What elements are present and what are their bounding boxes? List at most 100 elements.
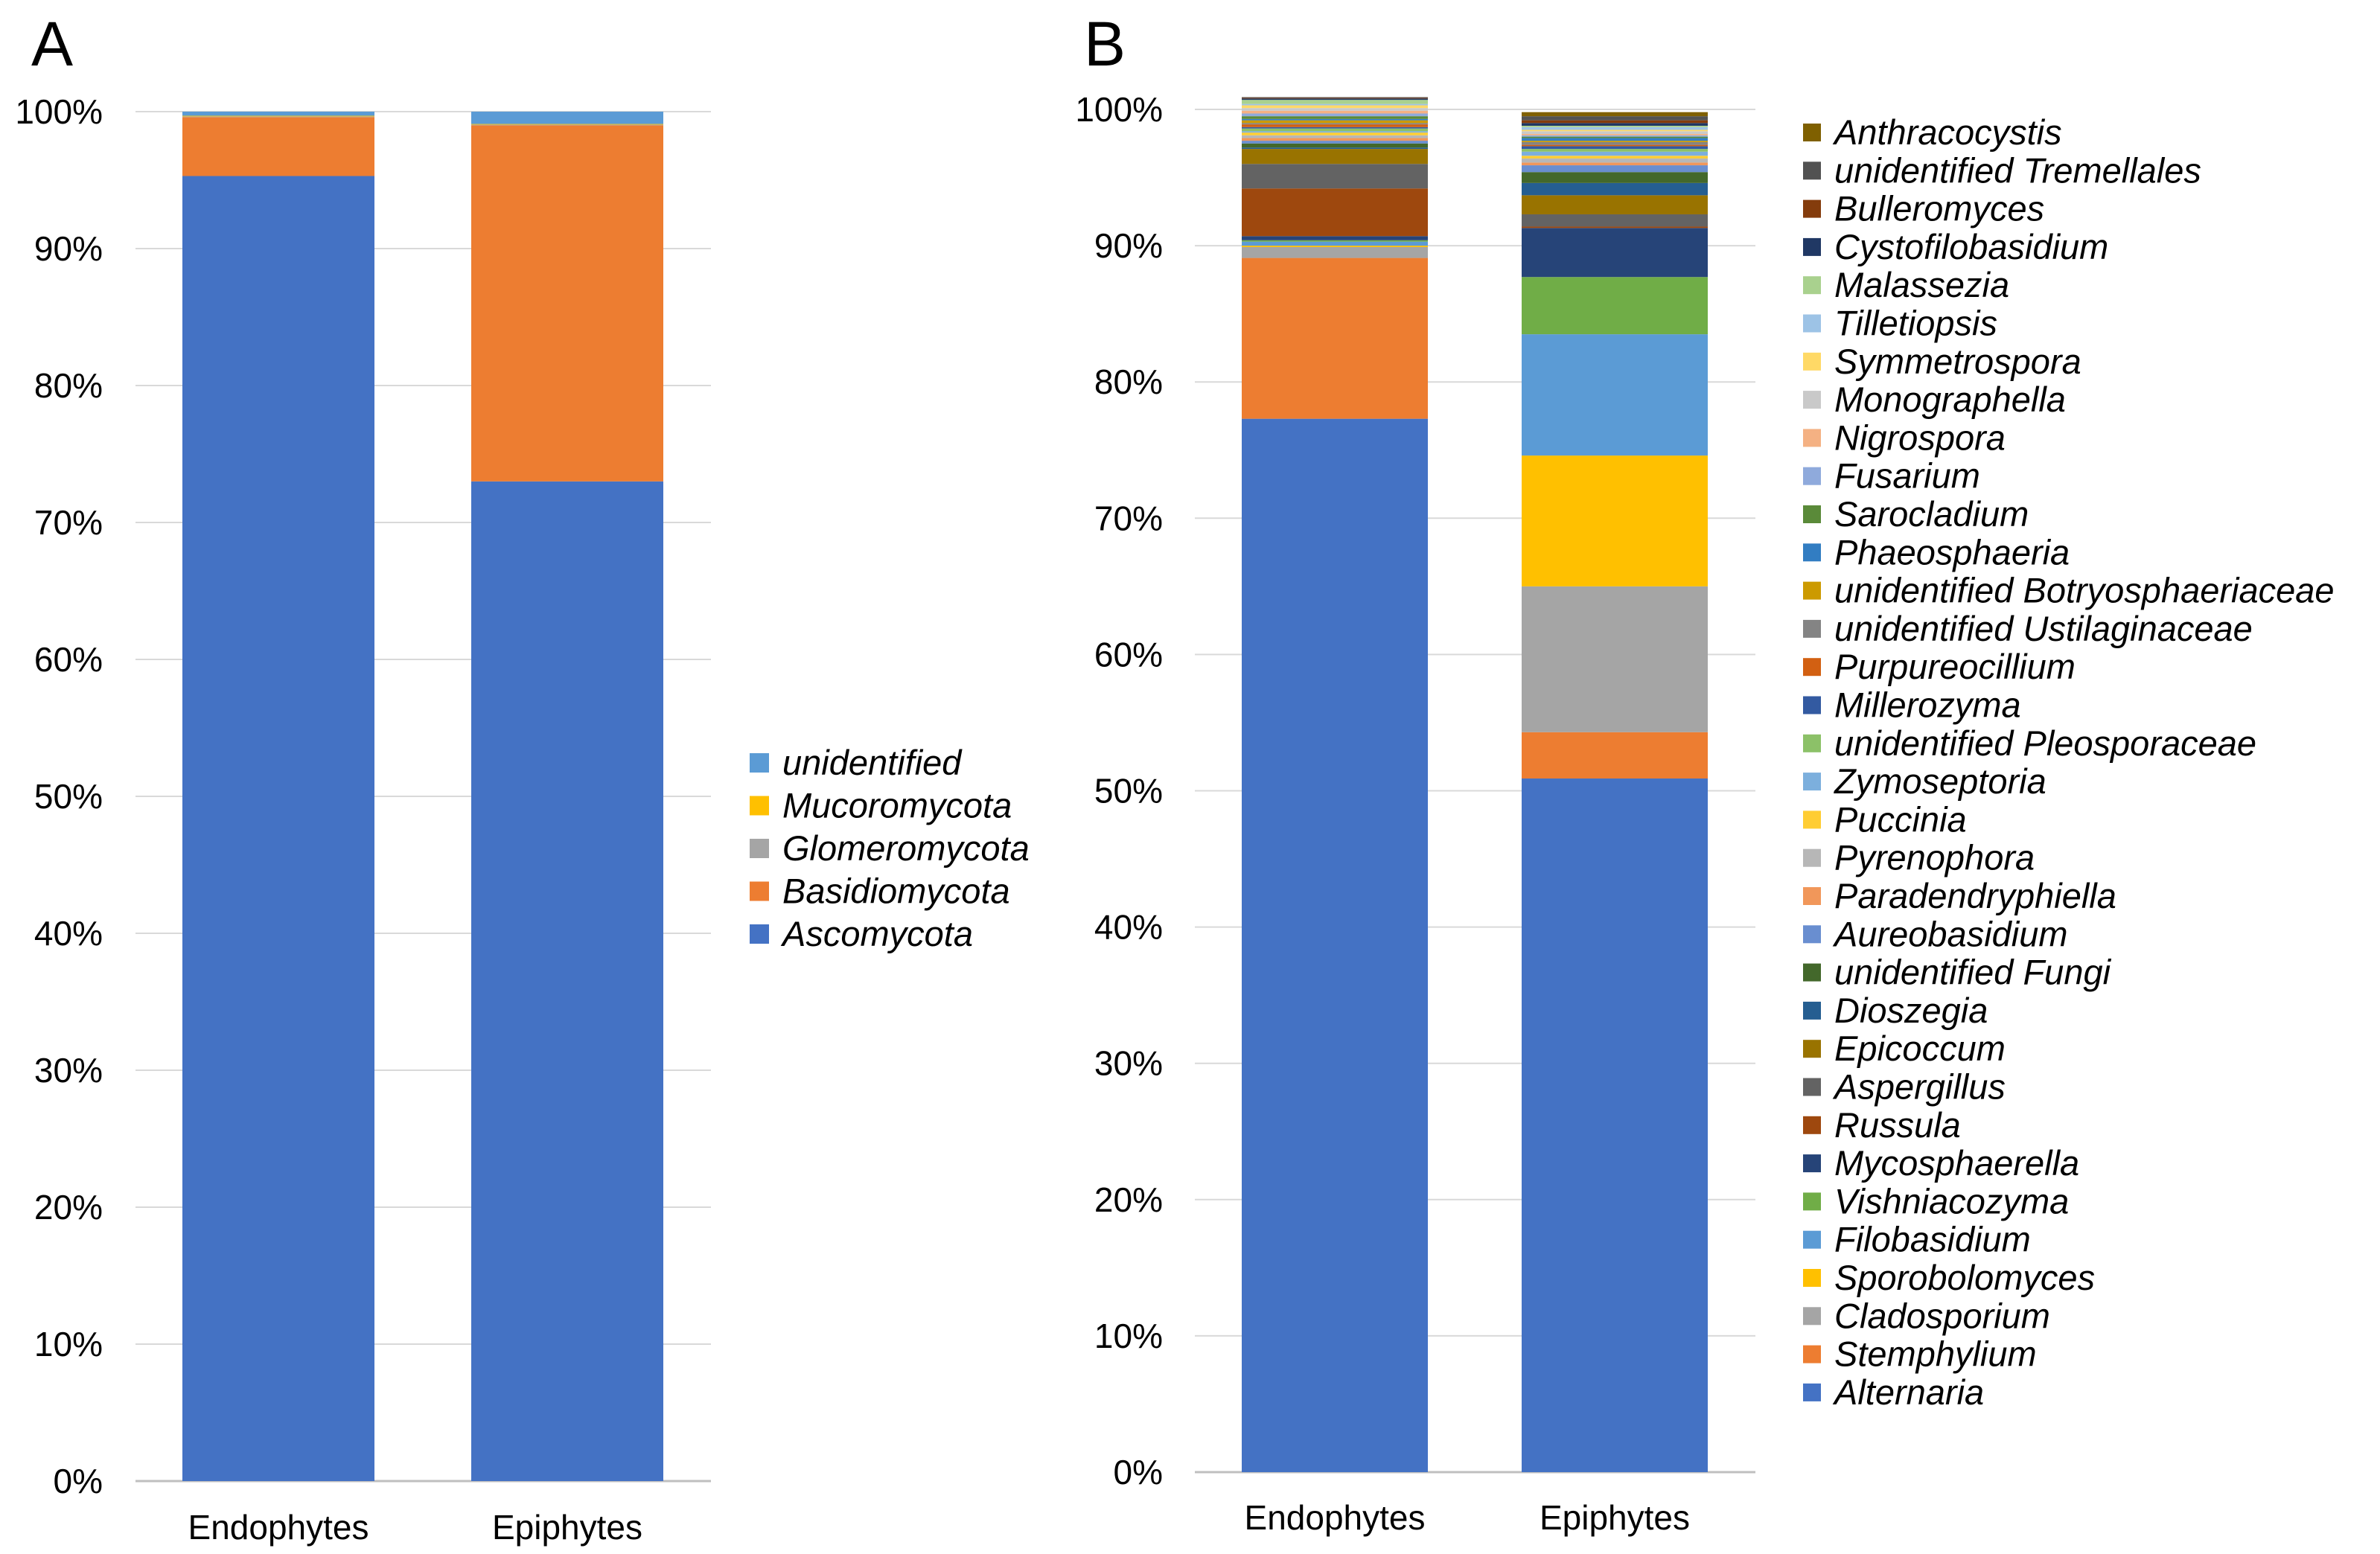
bar-segment-epiphytes-ascomycota bbox=[471, 481, 663, 1481]
legend-swatch bbox=[1803, 467, 1821, 485]
bar-segment-endophytes-unidentified-fungi bbox=[1242, 143, 1428, 148]
legend-swatch bbox=[1803, 429, 1821, 447]
legend-label: unidentified Fungi bbox=[1834, 953, 2112, 992]
legend-swatch bbox=[1803, 848, 1821, 867]
legend-swatch bbox=[1803, 734, 1821, 752]
legend-label: unidentified bbox=[782, 743, 963, 782]
y-tick-label: 70% bbox=[34, 503, 103, 542]
bar-segment-endophytes-mycosphaerella bbox=[1242, 236, 1428, 240]
bar-segment-endophytes-sporobolomyces bbox=[1242, 246, 1428, 247]
legend-label: Paradendryphiella bbox=[1834, 876, 2116, 915]
legend-label: unidentified Tremellales bbox=[1834, 150, 2201, 190]
bar-segment-epiphytes-unidentified-tremellales bbox=[1522, 116, 1708, 121]
bar-segment-epiphytes-basidiomycota bbox=[471, 125, 663, 482]
legend-label: Aspergillus bbox=[1832, 1067, 2006, 1107]
bar-segment-epiphytes-monographella bbox=[1522, 131, 1708, 134]
legend-label: Dioszegia bbox=[1834, 991, 1988, 1030]
bar-segment-epiphytes-pyrenophora bbox=[1522, 158, 1708, 163]
y-tick-label: 40% bbox=[34, 914, 103, 953]
legend-label: Monographella bbox=[1834, 380, 2066, 419]
bar-segment-epiphytes-zymoseptoria bbox=[1522, 151, 1708, 156]
panel-a-chart: A 0% 10% 20% 30% 40% 50% 60% 70% 80% 90% 100% Endo… bbox=[15, 9, 1029, 1547]
y-tick-label: 70% bbox=[1094, 499, 1163, 537]
y-tick-label: 10% bbox=[1094, 1317, 1163, 1355]
legend-swatch bbox=[1803, 314, 1821, 333]
legend-swatch bbox=[1803, 237, 1821, 256]
legend-label: Stemphylium bbox=[1834, 1334, 2037, 1374]
bar-segment-endophytes-alternaria bbox=[1242, 418, 1428, 1473]
legend-swatch bbox=[750, 924, 769, 944]
y-tick-label: 60% bbox=[34, 640, 103, 679]
bar-segment-endophytes-fusarium bbox=[1242, 113, 1428, 117]
legend-label: Russula bbox=[1834, 1105, 1961, 1145]
x-tick-label: Endophytes bbox=[188, 1508, 369, 1547]
bar-segment-epiphytes-bulleromyces bbox=[1522, 120, 1708, 124]
bar-segment-endophytes-cystofilobasidium bbox=[1242, 98, 1428, 100]
y-tick-label: 20% bbox=[34, 1188, 103, 1227]
y-tick-label: 0% bbox=[54, 1462, 103, 1500]
bar-segment-endophytes-glomeromycota bbox=[182, 116, 374, 118]
legend-label: unidentified Ustilaginaceae bbox=[1834, 609, 2253, 648]
legend-swatch bbox=[1803, 124, 1821, 141]
bar-segment-endophytes-unidentified-tremellales bbox=[1242, 97, 1428, 98]
bar-segment-epiphytes-anthracocystis bbox=[1522, 112, 1708, 117]
legend-label: Cystofilobasidium bbox=[1834, 227, 2108, 266]
legend-swatch bbox=[1803, 1078, 1821, 1096]
bar-segment-epiphytes-malassezia bbox=[1522, 125, 1708, 127]
y-tick-label: 40% bbox=[1094, 908, 1163, 947]
bar-segment-endophytes-nigrospora bbox=[1242, 110, 1428, 114]
bar-segment-endophytes-puccinia bbox=[1242, 132, 1428, 135]
legend-swatch bbox=[1803, 773, 1821, 791]
legend-swatch bbox=[1803, 658, 1821, 677]
legend-label: Phaeosphaeria bbox=[1834, 532, 2070, 572]
bar-segment-endophytes-dioszegia bbox=[1242, 147, 1428, 150]
legend-label: Mucoromycota bbox=[782, 786, 1012, 825]
legend-swatch bbox=[1803, 887, 1821, 905]
y-tick-label: 90% bbox=[34, 229, 103, 268]
legend-swatch bbox=[1803, 696, 1821, 714]
legend-swatch bbox=[1803, 581, 1821, 600]
legend-swatch bbox=[1803, 1001, 1821, 1020]
bar-segment-epiphytes-symmetrospora bbox=[1522, 130, 1708, 132]
panel-a-bars bbox=[182, 112, 663, 1482]
bar-segment-epiphytes-nigrospora bbox=[1522, 133, 1708, 135]
bar-segment-endophytes-basidiomycota bbox=[182, 117, 374, 176]
bar-segment-epiphytes-unidentified-botryosphaeriaceae bbox=[1522, 141, 1708, 142]
legend-swatch bbox=[1803, 352, 1821, 371]
bar-segment-epiphytes-aspergillus bbox=[1522, 214, 1708, 227]
y-tick-label: 10% bbox=[34, 1325, 103, 1363]
bar-segment-epiphytes-dioszegia bbox=[1522, 182, 1708, 196]
legend-label: Anthracocystis bbox=[1832, 112, 2062, 152]
bar-segment-endophytes-mucoromycota bbox=[182, 115, 374, 117]
legend-swatch bbox=[1803, 619, 1821, 638]
bar-segment-endophytes-zymoseptoria bbox=[1242, 131, 1428, 133]
bar-segment-endophytes-aspergillus bbox=[1242, 164, 1428, 189]
bar-segment-endophytes-purpureocillium bbox=[1242, 124, 1428, 127]
bar-segment-endophytes-unidentified-ustilaginaceae bbox=[1242, 123, 1428, 125]
legend-label: Sporobolomyces bbox=[1834, 1258, 2095, 1297]
bar-segment-epiphytes-stemphylium bbox=[1522, 732, 1708, 779]
legend-swatch bbox=[1803, 199, 1821, 218]
panel-b-y-axis: 0% 10% 20% 30% 40% 50% 60% 70% 80% 90% 100% bbox=[1075, 90, 1163, 1491]
bar-segment-endophytes-monographella bbox=[1242, 108, 1428, 111]
bar-segment-epiphytes-russula bbox=[1522, 226, 1708, 228]
bar-segment-epiphytes-fusarium bbox=[1522, 135, 1708, 137]
panel-b-letter: B bbox=[1084, 9, 1126, 79]
y-tick-label: 30% bbox=[1094, 1044, 1163, 1083]
y-tick-label: 90% bbox=[1094, 226, 1163, 265]
bar-segment-endophytes-russula bbox=[1242, 188, 1428, 237]
legend-label: Zymoseptoria bbox=[1834, 761, 2046, 801]
y-tick-label: 100% bbox=[1075, 90, 1163, 129]
y-tick-label: 60% bbox=[1094, 635, 1163, 674]
legend-label: Pyrenophora bbox=[1834, 838, 2035, 877]
legend-swatch bbox=[1803, 1154, 1821, 1173]
bar-segment-endophytes-ascomycota bbox=[182, 176, 374, 1482]
legend-label: Epicoccum bbox=[1834, 1029, 2006, 1068]
y-tick-label: 100% bbox=[15, 92, 103, 131]
legend-swatch bbox=[750, 881, 769, 901]
bar-segment-epiphytes-purpureocillium bbox=[1522, 144, 1708, 147]
legend-label: Millerozyma bbox=[1834, 685, 2021, 725]
legend-swatch bbox=[1803, 1269, 1821, 1287]
bar-segment-epiphytes-puccinia bbox=[1522, 156, 1708, 159]
